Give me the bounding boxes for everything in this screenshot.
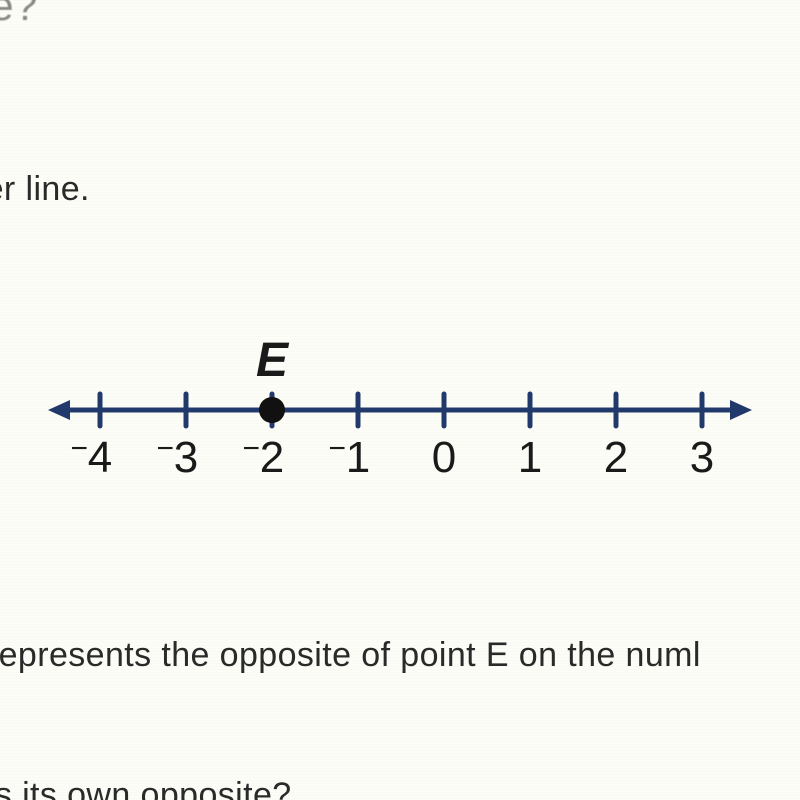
cropped-text-own-opposite: er is its own opposite?: [0, 776, 292, 800]
tick-label: 3: [174, 433, 198, 482]
tick-negative-sign: −: [70, 432, 88, 465]
point-e-dot: [259, 397, 285, 423]
tick-negative-sign: −: [156, 432, 174, 465]
tick-label: 4: [88, 433, 112, 482]
tick-negative-sign: −: [242, 432, 260, 465]
tick-negative-sign: −: [328, 432, 346, 465]
tick-label: 2: [260, 433, 284, 482]
arrow-left-icon: [48, 400, 70, 420]
page: ture? nber line. −4−3−2−10123E er repres…: [0, 0, 800, 800]
tick-label: 3: [690, 433, 714, 482]
tick-label: 2: [604, 433, 628, 482]
cropped-text-number-line: nber line.: [0, 170, 90, 209]
number-line: −4−3−2−10123E: [30, 300, 770, 500]
tick-label: 1: [518, 433, 542, 482]
number-line-svg: −4−3−2−10123E: [30, 300, 770, 520]
tick-label: 0: [432, 433, 456, 482]
point-e-label: E: [256, 334, 290, 387]
cropped-text-represents: er represents the opposite of point E on…: [0, 636, 701, 675]
cropped-text-top: ture?: [0, 0, 38, 30]
tick-label: 1: [346, 433, 370, 482]
arrow-right-icon: [730, 400, 752, 420]
